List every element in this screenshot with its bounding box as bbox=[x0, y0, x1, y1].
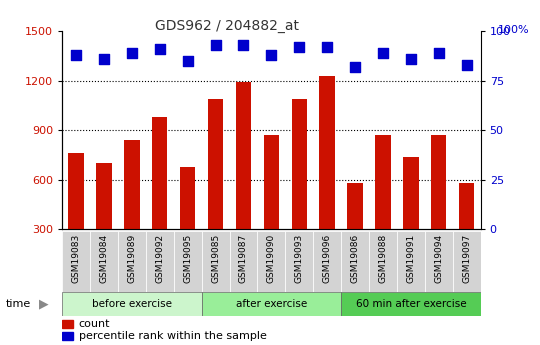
Text: GSM19093: GSM19093 bbox=[295, 234, 303, 284]
Bar bbox=[96, 163, 112, 229]
Text: count: count bbox=[79, 319, 110, 329]
Text: time: time bbox=[5, 299, 31, 308]
Text: GSM19089: GSM19089 bbox=[127, 234, 136, 284]
Text: percentile rank within the sample: percentile rank within the sample bbox=[79, 331, 267, 341]
Bar bbox=[347, 183, 363, 229]
Bar bbox=[62, 231, 90, 292]
Bar bbox=[397, 231, 425, 292]
Point bbox=[295, 44, 303, 50]
Text: 60 min after exercise: 60 min after exercise bbox=[355, 299, 466, 308]
Bar bbox=[375, 135, 390, 229]
Text: GSM19084: GSM19084 bbox=[99, 234, 109, 283]
Point bbox=[156, 46, 164, 52]
Bar bbox=[285, 231, 313, 292]
Point bbox=[351, 64, 360, 70]
Bar bbox=[124, 140, 139, 229]
Bar bbox=[174, 231, 201, 292]
Text: GSM19085: GSM19085 bbox=[211, 234, 220, 284]
Point bbox=[434, 50, 443, 56]
Text: GSM19091: GSM19091 bbox=[406, 234, 415, 284]
Text: GSM19090: GSM19090 bbox=[267, 234, 276, 284]
Bar bbox=[403, 157, 418, 229]
Bar bbox=[152, 117, 167, 229]
Bar bbox=[459, 183, 474, 229]
Bar bbox=[320, 76, 335, 229]
Bar bbox=[341, 231, 369, 292]
Text: ▶: ▶ bbox=[39, 297, 49, 310]
Bar bbox=[313, 231, 341, 292]
Bar bbox=[118, 231, 146, 292]
Text: before exercise: before exercise bbox=[92, 299, 172, 308]
Point bbox=[239, 42, 248, 48]
Bar bbox=[146, 231, 174, 292]
Bar bbox=[369, 231, 397, 292]
Point bbox=[127, 50, 136, 56]
Text: GSM19083: GSM19083 bbox=[71, 234, 80, 284]
Bar bbox=[62, 332, 72, 340]
Bar bbox=[69, 154, 84, 229]
Bar bbox=[258, 231, 285, 292]
Text: GSM19095: GSM19095 bbox=[183, 234, 192, 284]
Text: GSM19088: GSM19088 bbox=[379, 234, 388, 284]
Y-axis label: 100%: 100% bbox=[498, 25, 530, 35]
Bar bbox=[90, 231, 118, 292]
Bar bbox=[431, 135, 447, 229]
Point bbox=[72, 52, 80, 58]
Text: GDS962 / 204882_at: GDS962 / 204882_at bbox=[155, 19, 299, 33]
Point bbox=[267, 52, 275, 58]
Point bbox=[211, 42, 220, 48]
Bar bbox=[453, 231, 481, 292]
Bar bbox=[230, 231, 258, 292]
Bar bbox=[292, 99, 307, 229]
Point bbox=[183, 58, 192, 63]
Bar bbox=[425, 231, 453, 292]
Bar bbox=[264, 135, 279, 229]
Text: GSM19092: GSM19092 bbox=[156, 234, 164, 283]
Text: GSM19087: GSM19087 bbox=[239, 234, 248, 284]
Point bbox=[99, 56, 108, 61]
Text: GSM19096: GSM19096 bbox=[323, 234, 332, 284]
Bar bbox=[62, 292, 201, 316]
Point bbox=[462, 62, 471, 68]
Text: GSM19097: GSM19097 bbox=[462, 234, 471, 284]
Bar bbox=[180, 167, 195, 229]
Point bbox=[379, 50, 387, 56]
Bar bbox=[208, 99, 223, 229]
Bar bbox=[201, 231, 229, 292]
Point bbox=[407, 56, 415, 61]
Text: GSM19086: GSM19086 bbox=[350, 234, 360, 284]
Bar bbox=[62, 320, 72, 328]
Text: after exercise: after exercise bbox=[236, 299, 307, 308]
Bar bbox=[341, 292, 481, 316]
Text: GSM19094: GSM19094 bbox=[434, 234, 443, 283]
Point bbox=[323, 44, 332, 50]
Bar bbox=[201, 292, 341, 316]
Bar bbox=[236, 82, 251, 229]
